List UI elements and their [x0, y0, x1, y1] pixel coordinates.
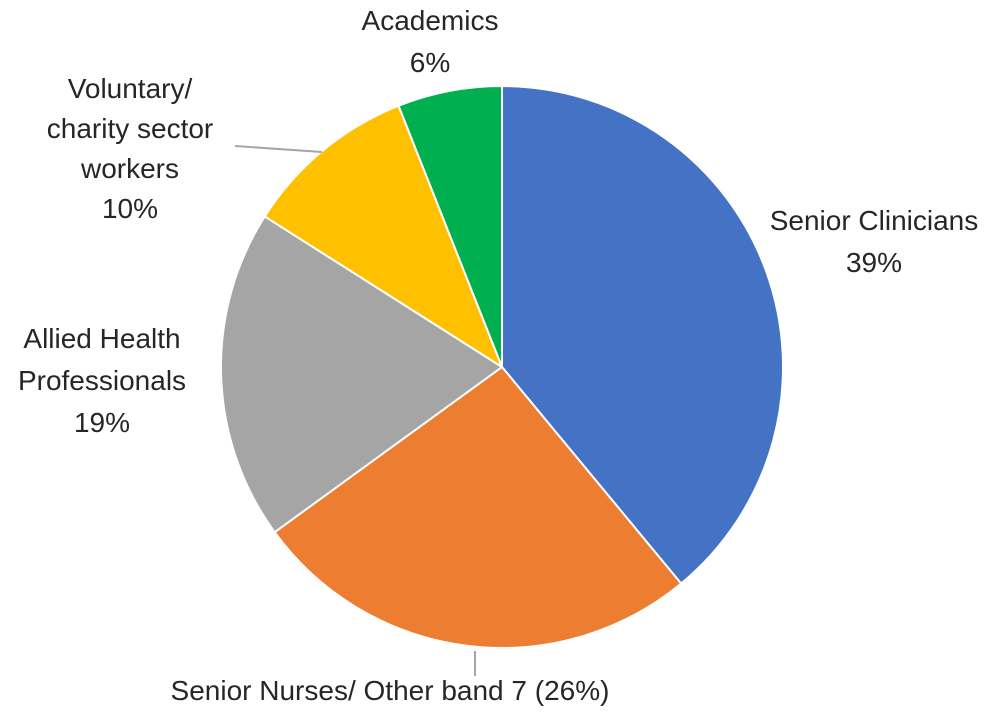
slice-label-2: Senior Nurses/ Other band 7 (26%): [171, 675, 610, 706]
slice-label-line: Senior Nurses/ Other band 7 (26%): [171, 675, 610, 706]
slice-label-line: Academics: [362, 5, 499, 36]
slice-label-line: 10%: [102, 193, 158, 224]
slice-label-4: Voluntary/charity sector workers 10%: [47, 73, 214, 224]
slice-label-line: Allied Health: [23, 323, 180, 354]
slice-label-line: 6%: [410, 47, 450, 78]
slice-label-3: Allied Health Professionals 19%: [18, 323, 186, 438]
slice-label-line: 39%: [846, 247, 902, 278]
slice-label-5: Academics 6%: [362, 5, 499, 78]
pie-slice-1: [501, 85, 784, 585]
pie-slice-3: [220, 215, 503, 534]
slice-label-line: workers: [80, 153, 179, 184]
slice-label-1: Senior Clinicians 39%: [770, 205, 979, 278]
leader-lines: [234, 145, 476, 676]
slice-label-line: Senior Clinicians: [770, 205, 979, 236]
leader-line-4: [234, 145, 323, 153]
pie-slice-2: [273, 366, 683, 649]
slice-label-line: charity sector: [47, 113, 214, 144]
pie-slices: [220, 85, 784, 649]
slice-labels: Senior Clinicians 39% Senior Nurses/ Other…: [18, 5, 978, 706]
pie-slice-4: [263, 104, 503, 368]
pie-slice-5: [397, 85, 503, 368]
slice-label-line: Voluntary/: [68, 73, 193, 104]
slice-label-line: 19%: [74, 407, 130, 438]
slice-label-line: Professionals: [18, 365, 186, 396]
